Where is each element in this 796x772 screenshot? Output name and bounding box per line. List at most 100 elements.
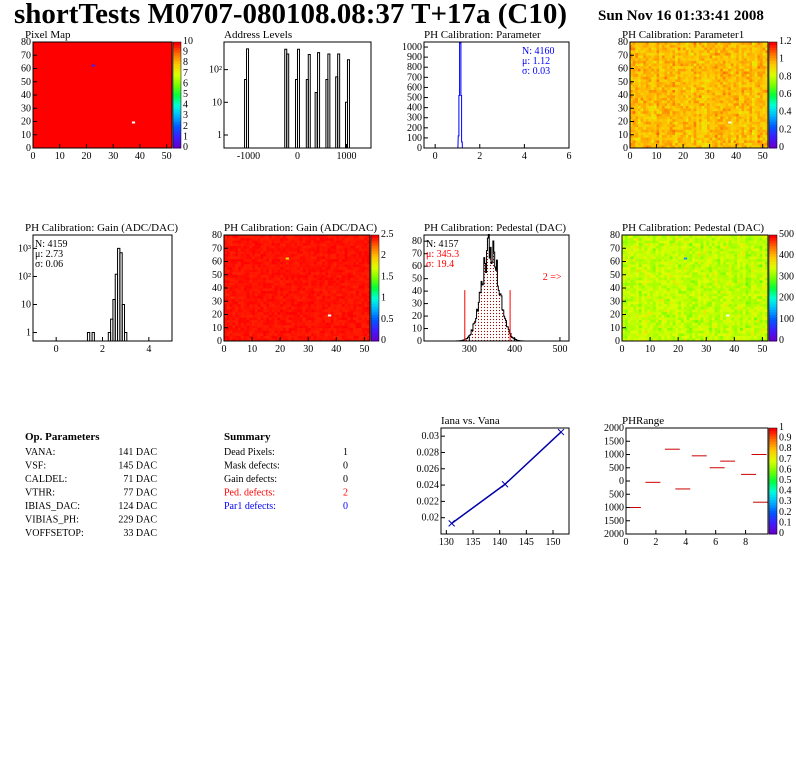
heatmap-cell <box>330 317 334 321</box>
heatmap-cell <box>277 301 281 305</box>
heatmap-cell <box>637 121 641 125</box>
heatmap-cell <box>341 274 346 278</box>
heatmap-cell <box>313 295 317 299</box>
heatmap-cell <box>344 301 348 305</box>
heatmap-cell <box>260 327 264 331</box>
heatmap-cell <box>691 79 694 83</box>
heatmap-cell <box>659 42 663 45</box>
heatmap-cell <box>313 335 317 339</box>
heatmap-cell <box>641 327 645 331</box>
heatmap-cell <box>232 290 236 294</box>
heatmap-cell <box>730 132 734 136</box>
heatmap-cell <box>319 330 323 334</box>
heatmap-cell <box>701 47 705 51</box>
heatmap-cell <box>644 280 648 283</box>
heatmap-cell <box>627 264 631 268</box>
heatmap-cell <box>736 97 740 101</box>
heatmap-cell <box>664 100 668 104</box>
heatmap-cell <box>641 317 645 321</box>
heatmap-cell <box>344 314 348 318</box>
heatmap-cell <box>760 102 763 106</box>
heatmap-cell <box>361 295 365 299</box>
heatmap-cell <box>765 97 769 101</box>
y-tick-label: 10 <box>21 130 31 141</box>
heatmap-cell <box>661 113 665 117</box>
heatmap-cell <box>353 269 357 273</box>
heatmap-cell <box>754 134 758 138</box>
heatmap-cell <box>640 137 644 141</box>
palette-swatch <box>769 49 777 54</box>
heatmap-cell <box>765 110 769 114</box>
heatmap-cell <box>297 319 301 323</box>
heatmap-cell <box>302 237 306 241</box>
heatmap-cell <box>361 240 365 244</box>
heatmap-cell <box>305 277 309 281</box>
heatmap-cell <box>235 290 239 294</box>
heatmap-cell <box>754 76 758 80</box>
heatmap-cell <box>322 338 326 342</box>
heatmap-cell <box>274 303 278 307</box>
heatmap-cell <box>235 330 239 334</box>
heatmap-cell <box>361 335 365 339</box>
heatmap-cell <box>714 44 718 48</box>
heatmap-cell <box>720 76 724 80</box>
heatmap-cell <box>680 132 684 136</box>
palette-swatch <box>173 142 181 146</box>
heatmap-cell <box>659 113 663 117</box>
heatmap-cell <box>638 317 642 321</box>
heatmap-cell <box>226 261 230 265</box>
heatmap-cell <box>327 250 331 254</box>
heatmap-cell <box>246 317 250 321</box>
heatmap-cell <box>701 126 705 130</box>
heatmap-cell <box>271 325 275 329</box>
heatmap-cell <box>249 235 253 238</box>
heatmap-cell <box>632 132 636 136</box>
heatmap-cell <box>749 145 753 149</box>
heatmap-cell <box>741 87 745 90</box>
heatmap-special-pixel <box>285 257 290 260</box>
heatmap-cell <box>712 108 716 112</box>
heatmap-cell <box>257 256 261 260</box>
heatmap-cell <box>322 317 326 321</box>
panel-gain-hist: PH Calibration: Gain (ADC/DAC)0 2 411010²1… <box>18 222 178 355</box>
heatmap-cell <box>640 124 644 128</box>
heatmap-cell <box>260 290 264 294</box>
heatmap-cell <box>709 140 713 143</box>
heatmap-cell <box>627 290 631 294</box>
heatmap-cell <box>355 277 360 281</box>
heatmap-cell <box>685 129 689 133</box>
heatmap-cell <box>350 258 354 262</box>
heatmap-cell <box>355 274 360 278</box>
heatmap-cell <box>630 68 633 72</box>
heatmap-cell <box>645 121 649 125</box>
heatmap-cell <box>280 319 284 323</box>
heatmap-cell <box>638 264 642 268</box>
heatmap-cell <box>630 311 634 315</box>
heatmap-cell <box>322 325 326 329</box>
heatmap-cell <box>661 76 665 80</box>
heatmap-cell <box>640 87 644 90</box>
heatmap-cell <box>651 140 655 143</box>
heatmap-cell <box>738 87 742 90</box>
heatmap-cell <box>294 245 298 249</box>
heatmap-cell <box>683 132 687 136</box>
heatmap-cell <box>238 242 242 246</box>
heatmap-cell <box>308 319 312 323</box>
heatmap-cell <box>669 87 673 90</box>
heatmap-cell <box>350 250 354 254</box>
heatmap-cell <box>622 256 626 260</box>
heatmap-cell <box>728 95 732 98</box>
heatmap-cell <box>712 47 716 51</box>
heatmap-cell <box>232 282 236 286</box>
heatmap-cell <box>224 314 228 318</box>
heatmap-cell <box>635 87 639 90</box>
heatmap-cell <box>728 137 732 141</box>
heatmap-cell <box>361 237 365 241</box>
heatmap-cell <box>622 285 626 289</box>
heatmap-cell <box>316 327 320 331</box>
palette-swatch <box>173 84 181 88</box>
heatmap-cell <box>238 322 242 326</box>
heatmap-cell <box>669 108 673 112</box>
heatmap-cell <box>637 76 641 80</box>
